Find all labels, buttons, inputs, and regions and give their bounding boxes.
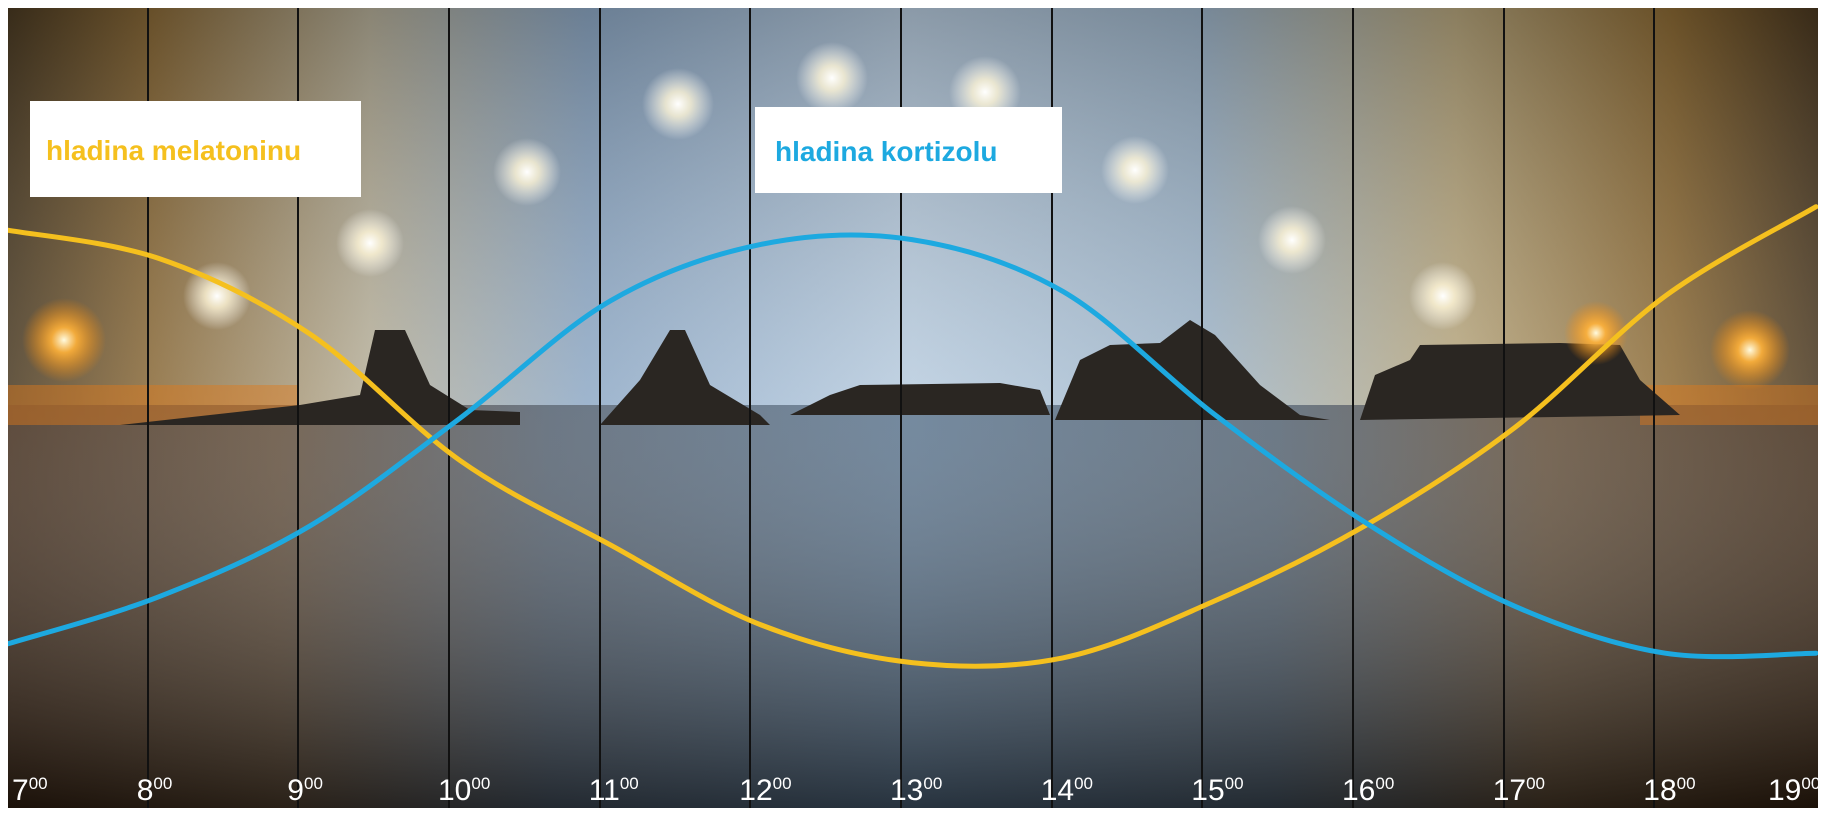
x-tick-label: 1800 [1643,774,1695,807]
sun-icon [1258,206,1326,274]
x-tick-hour: 10 [438,774,471,807]
x-tick-minutes: 00 [153,774,172,793]
x-tick-label: 1100 [589,774,639,807]
x-tick-label: 700 [12,774,48,807]
x-tick-label: 800 [137,774,173,807]
background-scene: 700 800 900 1000 1100 1200 1300 1400 1500 1600 170… [8,8,1820,808]
x-tick-hour: 7 [12,774,29,807]
sun-icon [1409,262,1477,330]
x-tick-minutes: 00 [1225,774,1244,793]
legend-cortisol-box [755,107,1062,193]
series-line-cortisol [8,232,1818,660]
x-tick-hour: 16 [1342,774,1375,807]
x-axis-tick-labels: 700 800 900 1000 1100 1200 1300 1400 1500 1600 170… [12,774,1820,807]
x-tick-hour: 14 [1041,774,1074,807]
x-tick-hour: 13 [890,774,923,807]
sun-icon [336,209,404,277]
x-tick-hour: 8 [137,774,154,807]
x-tick-minutes: 00 [29,774,48,793]
sun-icon [1710,310,1790,390]
x-tick-minutes: 00 [1375,774,1394,793]
legend-melatonin-label: hladina melatoninu [46,135,301,166]
x-tick-label: 1000 [438,774,490,807]
series-layer [8,204,1818,669]
x-tick-label: 1200 [739,774,791,807]
x-tick-minutes: 00 [923,774,942,793]
sun-icon [493,138,561,206]
x-tick-label: 1700 [1493,774,1545,807]
x-tick-minutes: 00 [1677,774,1696,793]
x-tick-label: 1900 [1768,774,1820,807]
x-tick-label: 1500 [1191,774,1243,807]
x-tick-minutes: 00 [773,774,792,793]
sun-icon [642,68,714,140]
x-tick-label: 1400 [1041,774,1093,807]
sun-icon [796,42,868,114]
sun-icon [1564,301,1628,365]
sun-icon [183,262,251,330]
x-tick-hour: 12 [739,774,772,807]
series-line-melatonin [8,204,1818,669]
x-tick-minutes: 00 [304,774,323,793]
legend-cortisol-label: hladina kortizolu [775,136,997,167]
x-tick-hour: 18 [1643,774,1676,807]
x-tick-label: 1300 [890,774,942,807]
x-tick-hour: 17 [1493,774,1526,807]
x-tick-minutes: 00 [1526,774,1545,793]
x-tick-hour: 19 [1768,774,1801,807]
x-tick-minutes: 00 [1074,774,1093,793]
sun-icon [22,298,106,382]
legend-melatonin: hladina melatoninu [30,101,361,197]
x-tick-hour: 15 [1191,774,1224,807]
x-tick-label: 900 [287,774,323,807]
x-tick-label: 1600 [1342,774,1394,807]
legend-cortisol: hladina kortizolu [755,107,1062,193]
legend-melatonin-box [30,101,361,197]
x-tick-hour: 9 [287,774,304,807]
x-tick-hour: 11 [589,774,620,807]
x-tick-minutes: 00 [620,774,639,793]
sun-icon [1101,136,1169,204]
x-tick-minutes: 00 [1801,774,1820,793]
x-tick-minutes: 00 [471,774,490,793]
